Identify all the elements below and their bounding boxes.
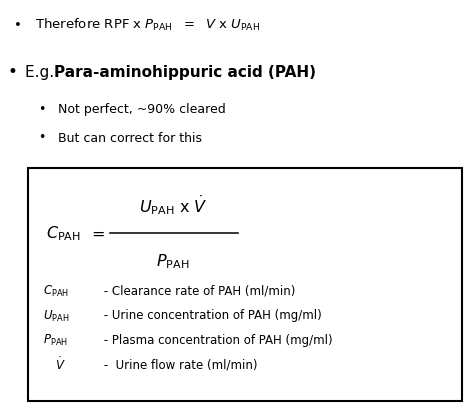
Text: •: • <box>38 132 46 144</box>
Text: But can correct for this: But can correct for this <box>58 132 202 144</box>
Text: $\mathit{C}_{\mathrm{PAH}}$: $\mathit{C}_{\mathrm{PAH}}$ <box>46 224 81 243</box>
Text: E.g.: E.g. <box>25 65 59 79</box>
Text: $=$: $=$ <box>88 226 105 241</box>
Text: •: • <box>14 18 22 31</box>
Text: $\mathit{U}_{\mathrm{PAH}}$ x $\dot{\mathit{V}}$: $\mathit{U}_{\mathrm{PAH}}$ x $\dot{\mat… <box>139 193 207 217</box>
Text: Not perfect, ~90% cleared: Not perfect, ~90% cleared <box>58 103 226 117</box>
Text: Therefore RPF x $\mathit{P}_{\mathrm{PAH}}$  $=$  $\mathit{V}$ x $\mathit{U}_{\m: Therefore RPF x $\mathit{P}_{\mathrm{PAH… <box>35 17 260 33</box>
Text: $\mathit{P}_{\mathrm{PAH}}$: $\mathit{P}_{\mathrm{PAH}}$ <box>156 252 190 271</box>
Text: $\mathit{U}_{\mathrm{PAH}}$: $\mathit{U}_{\mathrm{PAH}}$ <box>43 308 70 324</box>
Text: $\mathit{P}_{\mathrm{PAH}}$: $\mathit{P}_{\mathrm{PAH}}$ <box>43 333 68 348</box>
Text: - Clearance rate of PAH (ml/min): - Clearance rate of PAH (ml/min) <box>100 285 295 298</box>
Text: Para-aminohippuric acid (PAH): Para-aminohippuric acid (PAH) <box>54 65 316 79</box>
Text: •: • <box>38 103 46 117</box>
Text: -  Urine flow rate (ml/min): - Urine flow rate (ml/min) <box>100 359 257 371</box>
Bar <box>28 168 462 401</box>
Text: $\dot{\mathit{V}}$: $\dot{\mathit{V}}$ <box>55 357 66 373</box>
Text: •: • <box>7 63 17 81</box>
Text: - Plasma concentration of PAH (mg/ml): - Plasma concentration of PAH (mg/ml) <box>100 334 333 347</box>
Text: - Urine concentration of PAH (mg/ml): - Urine concentration of PAH (mg/ml) <box>100 310 322 322</box>
Text: $\mathit{C}_{\mathrm{PAH}}$: $\mathit{C}_{\mathrm{PAH}}$ <box>43 284 69 299</box>
